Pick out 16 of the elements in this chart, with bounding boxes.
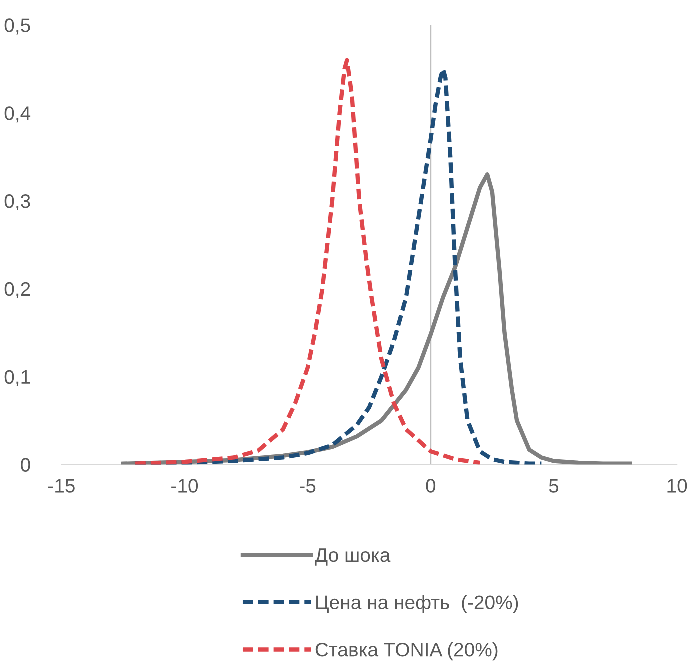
x-tick-label: 5 [549,479,559,493]
legend-label: Ставка TONIA (20%) [316,642,498,661]
x-tick-label: 10 [668,479,688,493]
y-tick-label: 0,1 [4,370,30,386]
legend-label: Цена на нефть (-20%) [316,595,518,614]
y-tick-label: 0 [21,458,30,472]
y-tick-label: 0,4 [4,106,31,123]
y-tick-label: 0,5 [4,18,30,35]
x-tick-label: -15 [48,479,75,493]
x-tick-label: 0 [426,479,436,493]
y-tick-label: 0,2 [4,282,30,298]
x-tick-label: -10 [172,479,198,493]
line-series [133,58,482,465]
legend-label: До шока [315,548,391,566]
y-tick-label: 0,3 [4,194,30,211]
x-tick-label: -5 [300,479,316,493]
